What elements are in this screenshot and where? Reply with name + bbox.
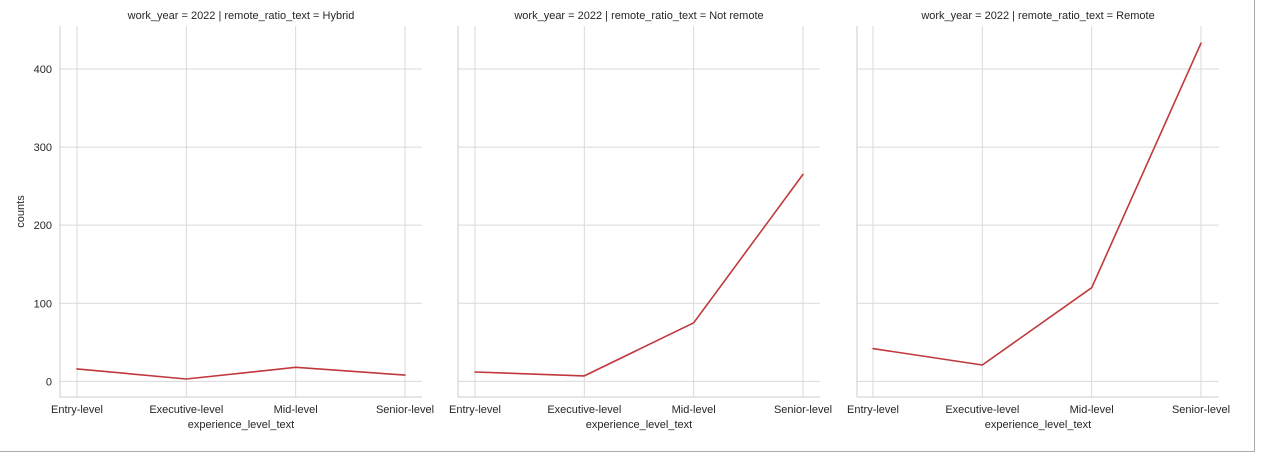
x-tick-label: Mid-level (672, 404, 716, 416)
x-tick-label: Entry-level (449, 404, 501, 416)
x-tick-label: Mid-level (274, 404, 318, 416)
x-tick-label: Mid-level (1070, 404, 1114, 416)
x-tick-label: Senior-level (774, 404, 832, 416)
x-tick-label: Executive-level (945, 404, 1019, 416)
series-line (76, 366, 406, 380)
y-tick-label: 400 (34, 64, 52, 76)
panel-title: work_year = 2022 | remote_ratio_text = H… (127, 10, 355, 22)
y-tick-label: 100 (34, 298, 52, 310)
x-axis-label: experience_level_text (586, 419, 692, 431)
x-tick-label: Senior-level (1172, 404, 1230, 416)
x-tick-label: Entry-level (51, 404, 103, 416)
x-tick-label: Entry-level (847, 404, 899, 416)
y-tick-label: 200 (34, 220, 52, 232)
panel-title: work_year = 2022 | remote_ratio_text = R… (920, 10, 1154, 22)
x-tick-label: Executive-level (547, 404, 621, 416)
y-axis-label: counts (15, 195, 27, 228)
series-line (474, 173, 804, 377)
series-line (872, 42, 1202, 366)
x-axis-label: experience_level_text (985, 419, 1091, 431)
y-tick-label: 300 (34, 142, 52, 154)
panel-title: work_year = 2022 | remote_ratio_text = N… (513, 10, 763, 22)
x-tick-label: Senior-level (376, 404, 434, 416)
x-axis-label: experience_level_text (188, 419, 294, 431)
frame-border-right (1254, 0, 1255, 452)
y-tick-label: 0 (46, 376, 52, 388)
x-tick-label: Executive-level (149, 404, 223, 416)
